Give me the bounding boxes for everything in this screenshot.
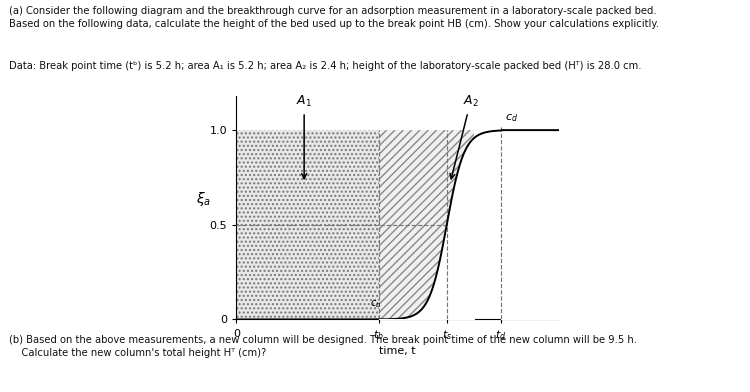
X-axis label: time, t: time, t: [380, 347, 416, 356]
Text: (b) Based on the above measurements, a new column will be designed. The break po: (b) Based on the above measurements, a n…: [9, 335, 637, 358]
Text: $A_1$: $A_1$: [296, 94, 312, 179]
Text: $c_d$: $c_d$: [505, 113, 518, 124]
Text: $c_b$: $c_b$: [370, 298, 381, 310]
Text: (a) Consider the following diagram and the breakthrough curve for an adsorption : (a) Consider the following diagram and t…: [9, 6, 659, 29]
Y-axis label: $\xi_a$: $\xi_a$: [196, 190, 211, 208]
Polygon shape: [236, 130, 379, 319]
Text: $A_2$: $A_2$: [450, 94, 478, 179]
Text: Data: Break point time (tᵇ) is 5.2 h; area A₁ is 5.2 h; area A₂ is 2.4 h; height: Data: Break point time (tᵇ) is 5.2 h; ar…: [9, 61, 641, 71]
